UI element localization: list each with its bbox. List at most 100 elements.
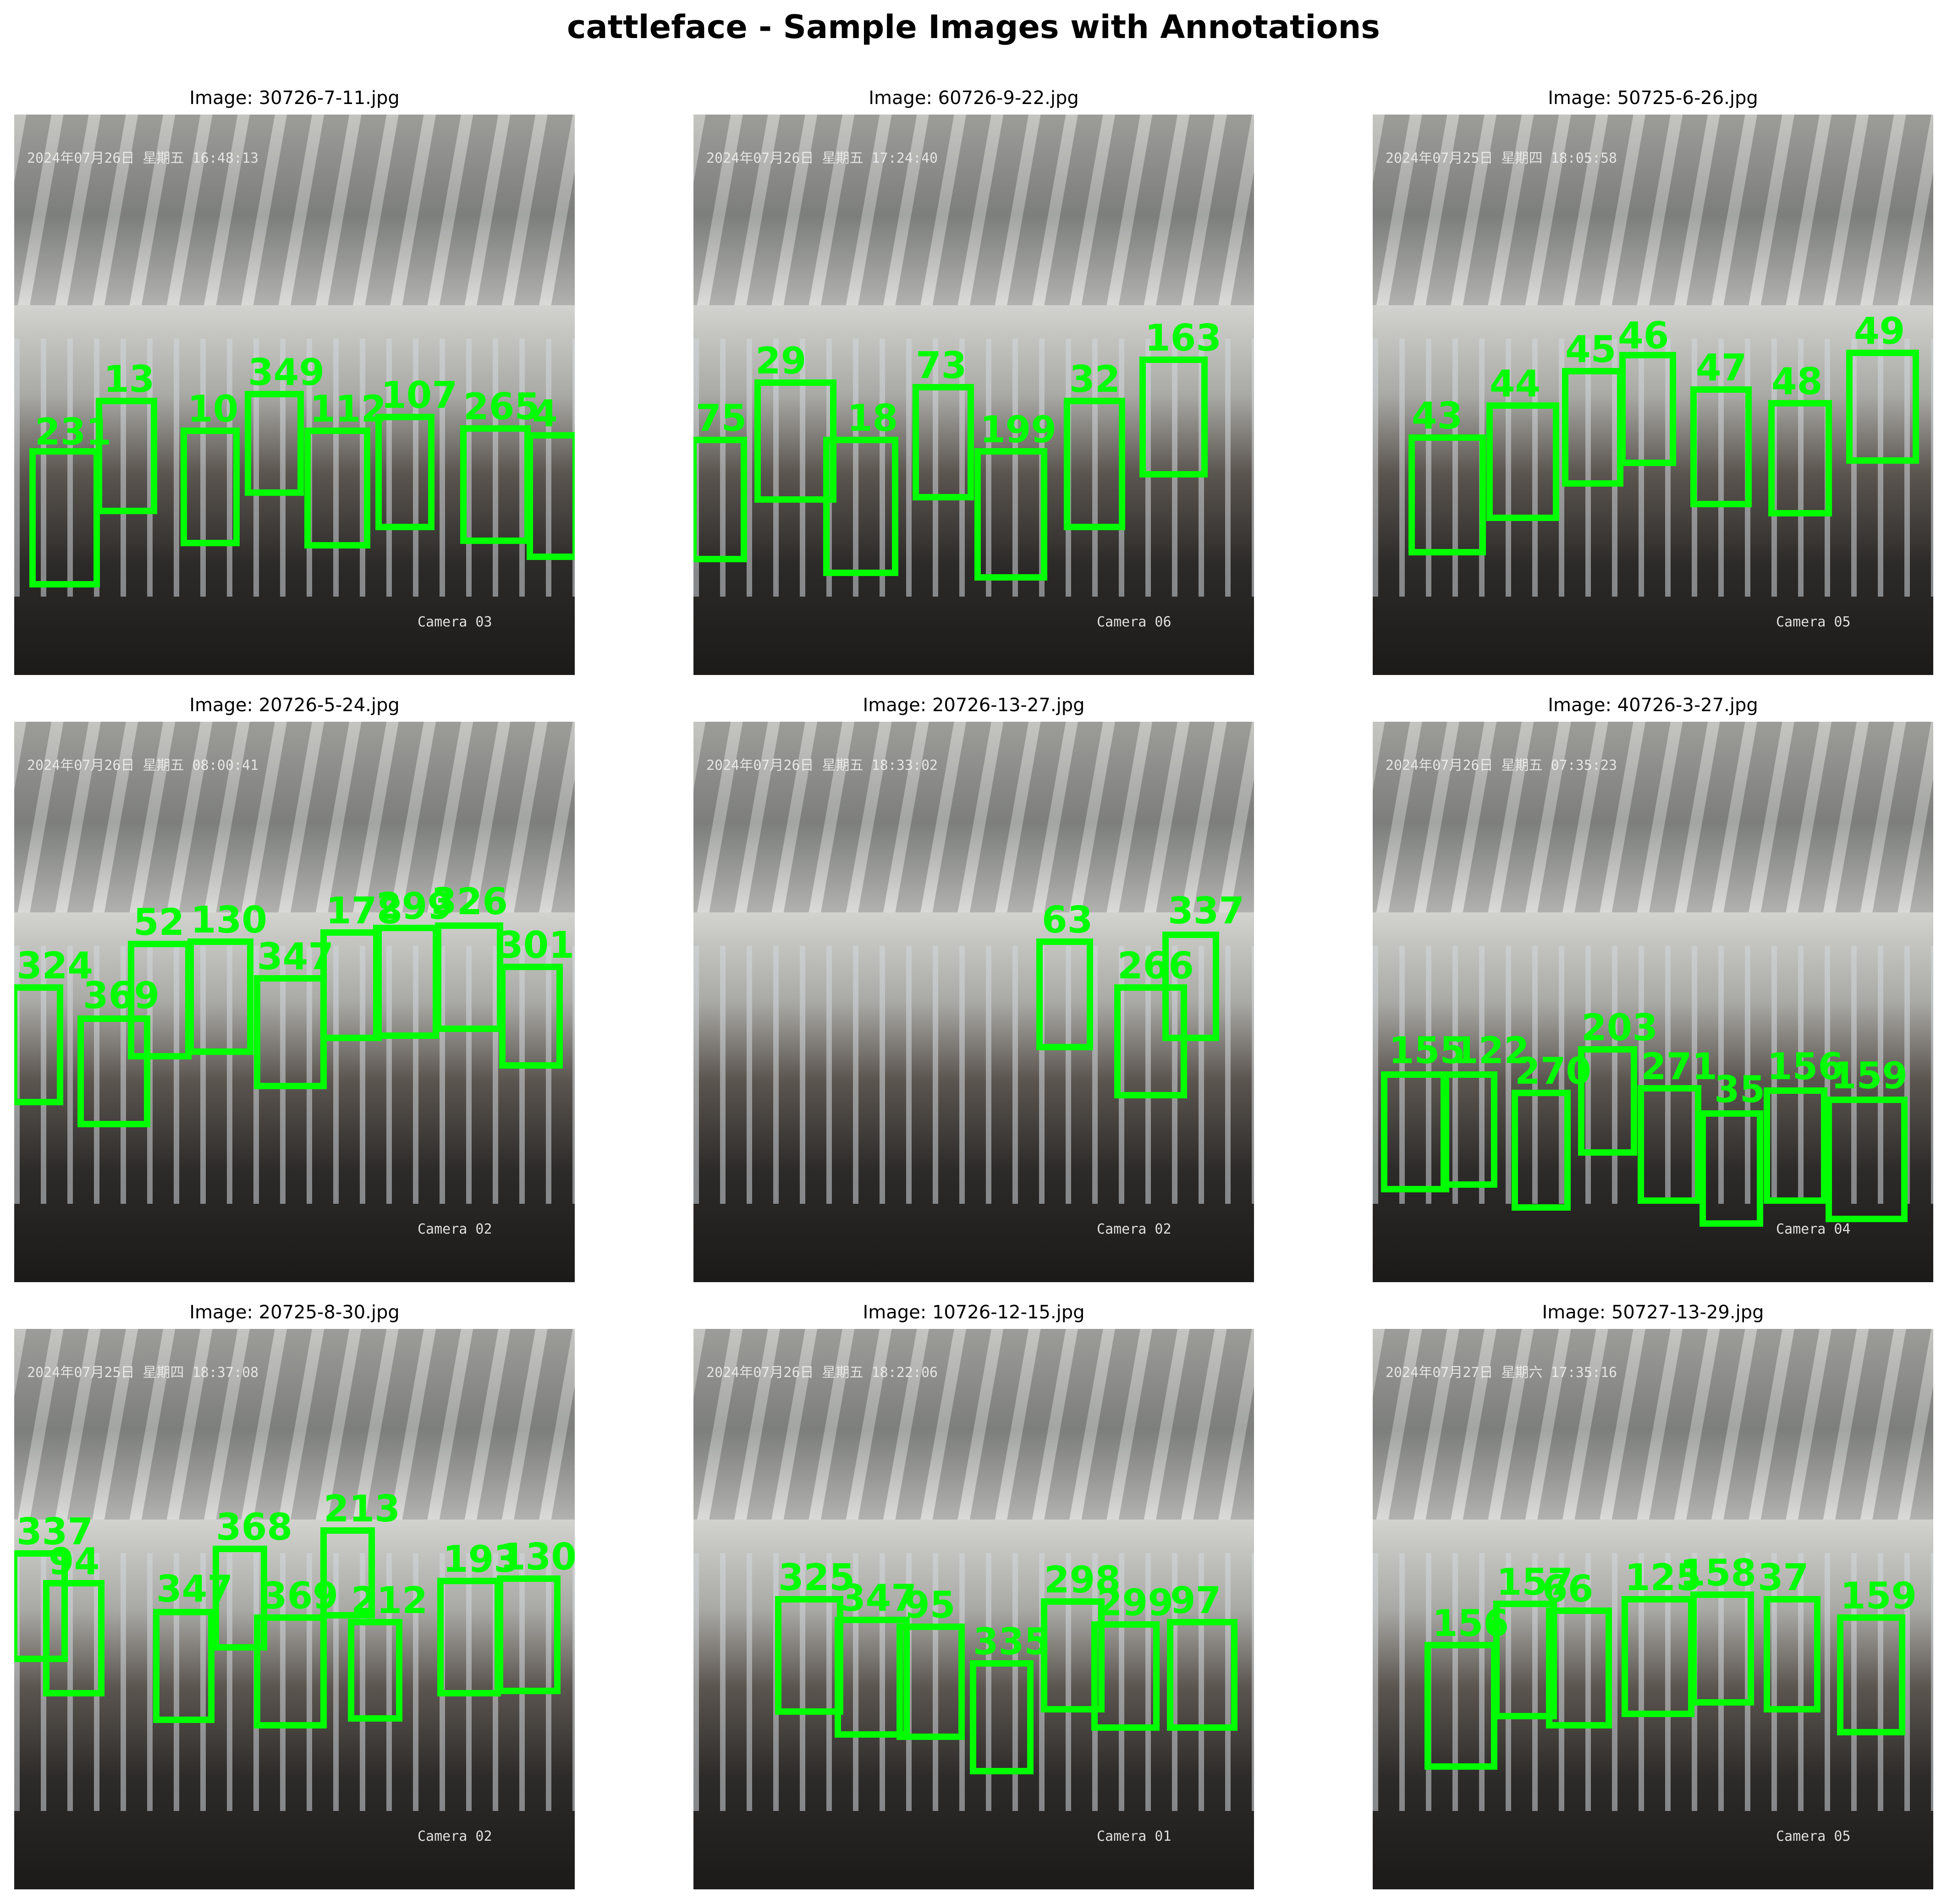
bbox: [373, 925, 439, 1039]
bbox: [181, 428, 240, 546]
camera-label: Camera 02: [418, 1221, 492, 1237]
bbox: [1091, 1621, 1160, 1731]
image-panel-2: Image: 60726-9-22.jpg 2024年07月26日 星期五 17…: [693, 82, 1254, 675]
image-panel-6: Image: 40726-3-27.jpg 2024年07月26日 星期五 07…: [1373, 689, 1933, 1282]
timestamp-overlay: 2024年07月26日 星期五 07:35:23: [1386, 757, 1617, 774]
figure-title: cattleface - Sample Images with Annotati…: [567, 8, 1380, 46]
bbox: [1064, 398, 1125, 530]
barn-roof: [693, 722, 1254, 912]
bbox-label: 29: [755, 340, 806, 382]
camera-label: Camera 02: [418, 1828, 492, 1844]
bbox: [1690, 1591, 1754, 1706]
bbox-label: 299: [376, 885, 453, 927]
stall-rails: [14, 339, 575, 597]
bbox: [29, 448, 100, 587]
bbox-label: 369: [83, 974, 160, 1017]
bbox: [1768, 400, 1832, 516]
bbox: [497, 1575, 561, 1694]
bbox: [348, 1619, 402, 1722]
bbox-label: 298: [1044, 1558, 1121, 1601]
stall-rails: [14, 946, 575, 1204]
bbox-label: 63: [1042, 899, 1093, 941]
bbox: [435, 922, 503, 1032]
bbox: [213, 1546, 267, 1651]
bbox: [1546, 1608, 1612, 1728]
barn-roof: [693, 1329, 1254, 1520]
camera-label: Camera 05: [1776, 614, 1851, 630]
image-panel-3: Image: 50725-6-26.jpg 2024年07月25日 星期四 18…: [1373, 82, 1933, 675]
annotation-layer: 43 44 45 46 47 48 49: [1408, 310, 1919, 555]
bbox: [1162, 932, 1219, 1041]
panel-caption: Image: 20726-5-24.jpg: [189, 695, 400, 716]
annotation-layer: 155 122 270 203 271 35 156 159: [1381, 1006, 1908, 1227]
bbox-label: 349: [248, 351, 324, 394]
bbox-label: 299: [1097, 1581, 1173, 1624]
bbox-label: 13: [104, 358, 154, 401]
panel-caption: Image: 50727-13-29.jpg: [1542, 1302, 1764, 1323]
camera-label: Camera 04: [1776, 1221, 1851, 1237]
barn-roof: [693, 115, 1254, 305]
bbox: [1638, 1085, 1701, 1204]
bbox-label: 73: [916, 344, 967, 387]
bbox: [460, 425, 531, 544]
bbox-label: 37: [1758, 1556, 1809, 1599]
bbox-label: 48: [1771, 360, 1822, 403]
bbox-label: 212: [351, 1579, 428, 1622]
image-panel-5: Image: 20726-13-27.jpg 2024年07月26日 星期五 1…: [693, 689, 1254, 1282]
bbox-label: 301: [498, 924, 574, 966]
bbox-label: 122: [1453, 1029, 1529, 1072]
panel-caption: Image: 20726-13-27.jpg: [863, 695, 1085, 716]
panel-caption: Image: 20725-8-30.jpg: [189, 1302, 400, 1323]
bbox: [1041, 1598, 1105, 1712]
bbox: [245, 391, 304, 496]
bbox: [499, 964, 563, 1069]
bbox-label: 266: [1117, 944, 1194, 987]
bbox-label: 35: [1714, 1068, 1765, 1111]
bbox: [43, 1580, 104, 1696]
bbox-label: 47: [1696, 346, 1747, 389]
timestamp-overlay: 2024年07月26日 星期五 18:22:06: [706, 1365, 938, 1381]
bbox: [1486, 402, 1559, 521]
panel-caption: Image: 50725-6-26.jpg: [1548, 88, 1758, 109]
bbox-label: 112: [310, 388, 386, 430]
bbox-label: 75: [696, 397, 747, 439]
cattle-photo: 2024年07月26日 星期五 18:22:06 Camera 01 325 3…: [693, 1329, 1254, 1889]
barn-roof: [1373, 1329, 1933, 1520]
bbox: [1764, 1087, 1827, 1204]
bbox: [823, 437, 898, 576]
camera-label: Camera 06: [1097, 614, 1172, 630]
bbox: [1837, 1614, 1905, 1735]
bbox-label: 10: [187, 388, 238, 430]
bbox: [1408, 434, 1486, 555]
bbox: [375, 414, 434, 530]
bbox: [437, 1578, 501, 1696]
bbox-label: 4: [532, 392, 558, 435]
bbox-label: 326: [431, 880, 508, 923]
bbox-label: 130: [191, 899, 267, 941]
bbox: [1700, 1110, 1763, 1227]
bbox-label: 213: [324, 1487, 400, 1530]
camera-label: Camera 03: [418, 614, 492, 630]
annotation-layer: 337 94 347 368 369 213 212 193 130: [14, 1487, 575, 1728]
panel-caption: Image: 40726-3-27.jpg: [1548, 695, 1758, 716]
bbox: [913, 384, 974, 500]
bbox: [1622, 1596, 1694, 1717]
annotation-layer: 324 369 52 130 347 178 299 326 301: [14, 880, 574, 1127]
bbox: [96, 398, 157, 514]
bbox: [254, 975, 327, 1089]
bbox-label: 337: [1168, 889, 1244, 932]
bbox-label: 203: [1581, 1006, 1658, 1049]
timestamp-overlay: 2024年07月25日 星期四 18:05:58: [1386, 150, 1617, 166]
bbox: [693, 437, 747, 562]
bbox-label: 46: [1618, 314, 1669, 357]
cattle-photo: 2024年07月25日 星期四 18:05:58 Camera 05 43 44…: [1373, 115, 1933, 675]
bbox: [754, 379, 836, 503]
cattle-photo: 2024年07月25日 星期四 18:37:08 Camera 02 337 9…: [14, 1329, 575, 1889]
bbox-label: 193: [443, 1538, 519, 1580]
timestamp-overlay: 2024年07月25日 星期四 18:37:08: [27, 1365, 259, 1381]
bbox-label: 157: [1496, 1561, 1573, 1603]
annotation-layer: 75 29 18 73 199 32 163: [693, 317, 1221, 581]
timestamp-overlay: 2024年07月26日 星期五 17:24:40: [706, 150, 938, 166]
bbox-label: 45: [1565, 328, 1616, 371]
cattle-photo: 2024年07月26日 星期五 17:24:40 Camera 06 75 29…: [693, 115, 1254, 675]
